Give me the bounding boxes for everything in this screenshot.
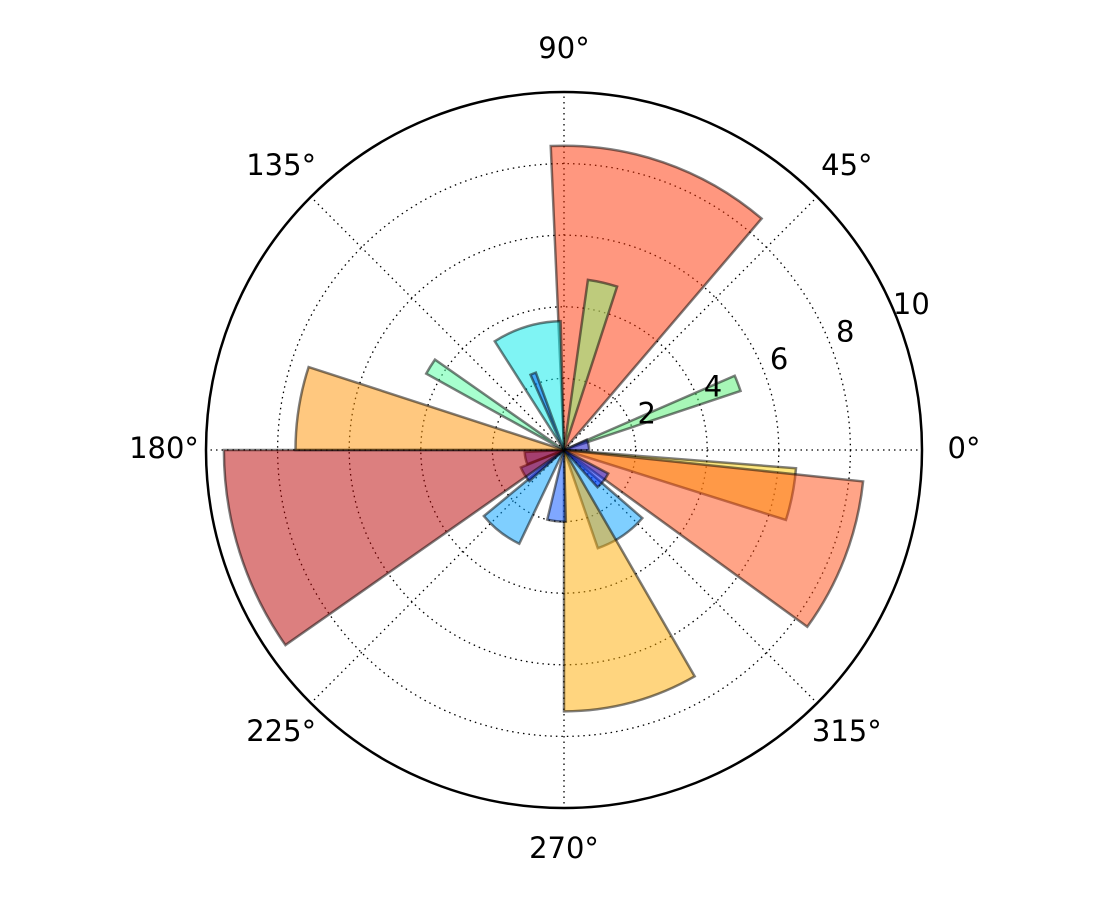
frame bbox=[204, 90, 924, 810]
grid-line bbox=[310, 196, 565, 451]
radial-tick-label: 4 bbox=[704, 369, 722, 403]
bar bbox=[563, 448, 610, 490]
radial-tick-label: 6 bbox=[770, 342, 788, 376]
bar bbox=[563, 374, 743, 452]
bar bbox=[222, 448, 568, 647]
angle-tick-label: 135° bbox=[246, 148, 316, 182]
bar bbox=[528, 371, 566, 451]
angle-tick-label: 180° bbox=[129, 431, 199, 465]
bar bbox=[563, 437, 591, 452]
angle-tick-label: 45° bbox=[821, 148, 872, 182]
grid-line bbox=[563, 196, 818, 451]
bar bbox=[294, 365, 565, 452]
radial-tick-label: 2 bbox=[638, 397, 656, 431]
grid-line bbox=[563, 449, 818, 704]
radial-tick-label: 10 bbox=[893, 287, 930, 321]
bar bbox=[549, 144, 764, 454]
angle-tick-label: 90° bbox=[538, 31, 589, 65]
bar bbox=[424, 357, 565, 452]
grid-line bbox=[310, 449, 565, 704]
bar bbox=[562, 278, 619, 451]
angle-tick-label: 225° bbox=[246, 714, 316, 748]
bar bbox=[545, 449, 568, 523]
radial-tick-label: 8 bbox=[836, 315, 854, 349]
bar bbox=[562, 445, 697, 713]
bar bbox=[482, 449, 566, 546]
bar bbox=[493, 319, 566, 455]
angle-tick-label: 315° bbox=[812, 714, 882, 748]
bar bbox=[559, 448, 865, 629]
angle-tick-label: 0° bbox=[948, 431, 981, 465]
angle-tick-label: 270° bbox=[529, 831, 599, 865]
